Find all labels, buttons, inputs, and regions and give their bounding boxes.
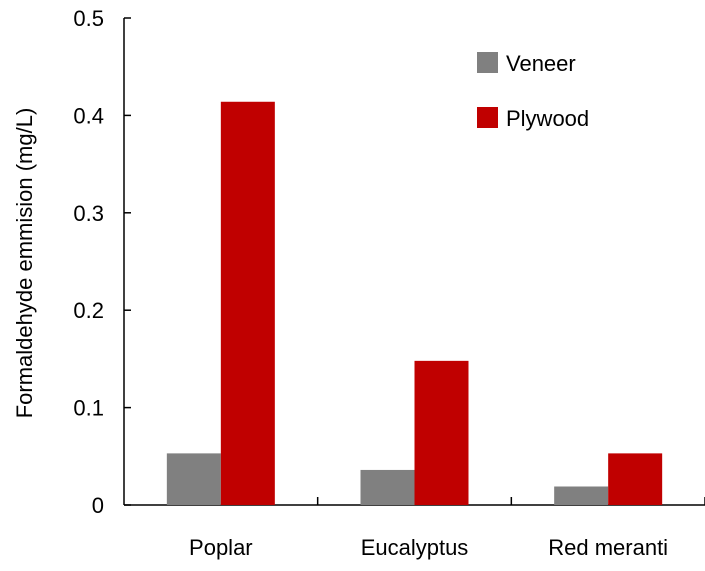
x-category-label: Red meranti — [548, 535, 668, 560]
bar-veneer-red-meranti — [554, 486, 609, 505]
y-tick-label: 0 — [92, 493, 104, 518]
legend-swatch-plywood — [477, 107, 498, 128]
bar-plywood-poplar — [220, 101, 275, 505]
y-axis: 0 0.1 0.2 0.3 0.4 0.5 — [73, 6, 131, 518]
bars — [166, 101, 663, 505]
y-axis-title: Formaldehyde emmision (mg/L) — [12, 108, 37, 419]
bar-veneer-eucalyptus — [360, 469, 415, 505]
x-category-label: Eucalyptus — [361, 535, 469, 560]
bar-plywood-eucalyptus — [414, 360, 469, 505]
y-tick-label: 0.1 — [73, 396, 104, 421]
legend: Veneer Plywood — [477, 51, 589, 131]
x-axis: Poplar Eucalyptus Red meranti — [124, 497, 705, 560]
y-tick-label: 0.5 — [73, 6, 104, 31]
legend-swatch-veneer — [477, 52, 498, 73]
legend-label-veneer: Veneer — [506, 51, 576, 76]
bar-veneer-poplar — [166, 453, 221, 505]
y-tick-label: 0.3 — [73, 201, 104, 226]
bar-plywood-red-meranti — [608, 453, 663, 505]
y-tick-label: 0.2 — [73, 298, 104, 323]
x-category-label: Poplar — [189, 535, 253, 560]
y-tick-label: 0.4 — [73, 103, 104, 128]
legend-label-plywood: Plywood — [506, 106, 589, 131]
